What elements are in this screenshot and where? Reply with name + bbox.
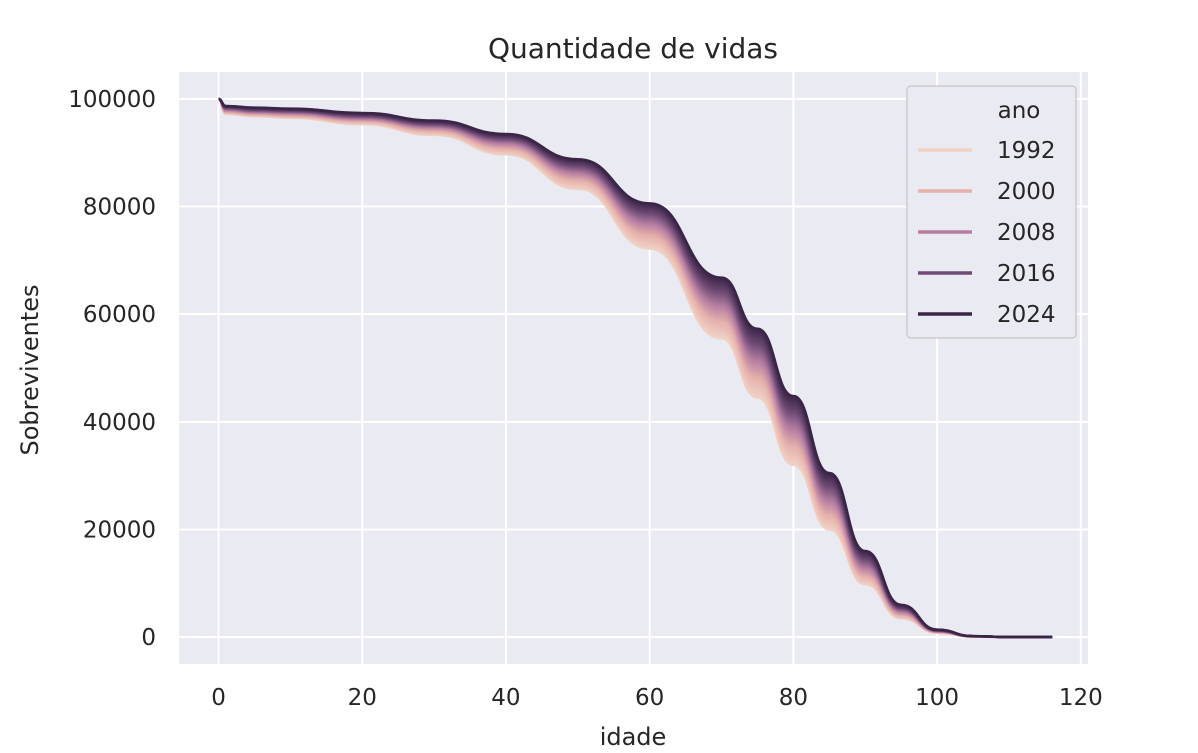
y-tick-label: 60000 — [83, 302, 156, 328]
x-tick-label: 0 — [211, 685, 226, 711]
x-tick-label: 40 — [491, 685, 520, 711]
chart-title: Quantidade de vidas — [488, 32, 778, 65]
x-tick-label: 20 — [348, 685, 377, 711]
x-tick-label: 60 — [635, 685, 664, 711]
y-tick-label: 0 — [141, 625, 156, 651]
legend-box — [906, 85, 1077, 339]
legend-label-2024: 2024 — [997, 302, 1056, 328]
legend-label-1992: 1992 — [997, 138, 1056, 164]
y-tick-label: 80000 — [83, 195, 156, 221]
y-tick-label: 100000 — [68, 87, 156, 113]
legend-label-2008: 2008 — [997, 220, 1056, 246]
series-lines — [217, 97, 1053, 639]
legend-title: ano — [998, 98, 1041, 124]
x-tick-label: 80 — [779, 685, 808, 711]
y-tick-labels: 0 20000 40000 60000 80000 100000 — [68, 87, 156, 651]
x-tick-label: 100 — [915, 685, 959, 711]
legend-label-2000: 2000 — [997, 179, 1056, 205]
legend-label-2016: 2016 — [997, 261, 1056, 287]
legend: ano 1992 2000 2008 2016 2024 — [906, 85, 1077, 339]
x-axis-label: idade — [600, 723, 667, 751]
series-line-2024 — [218, 97, 1053, 639]
y-tick-label: 20000 — [83, 517, 156, 543]
x-tick-label: 120 — [1059, 685, 1103, 711]
x-tick-labels: 0 20 40 60 80 100 120 — [211, 685, 1103, 711]
y-tick-label: 40000 — [83, 410, 156, 436]
legend-entries: 1992 2000 2008 2016 2024 — [918, 138, 1056, 328]
y-axis-label: Sobreviventes — [16, 285, 44, 456]
